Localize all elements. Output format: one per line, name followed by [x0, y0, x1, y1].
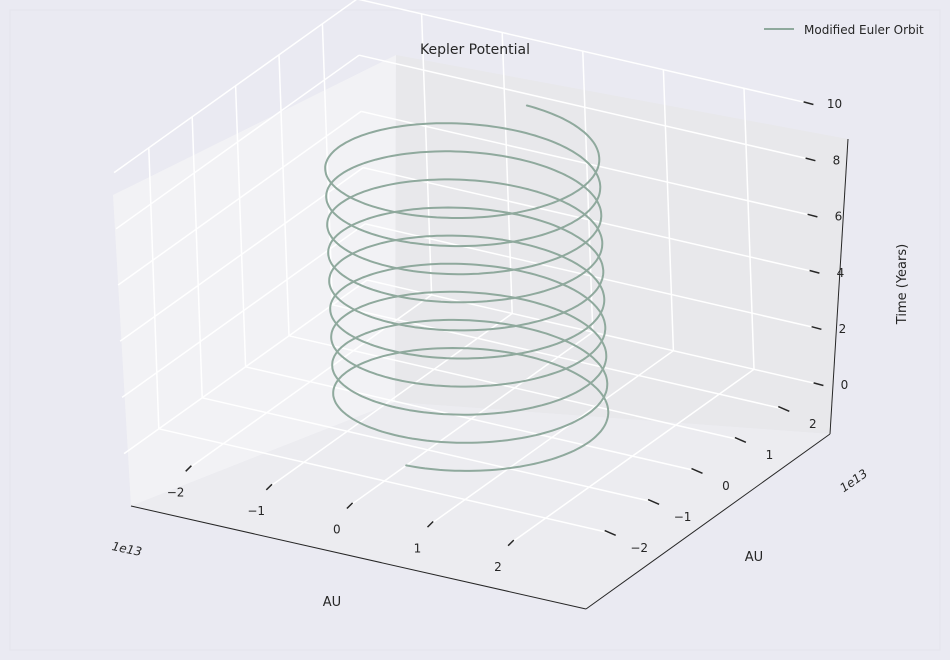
left-grid-z: [119, 166, 364, 342]
z-tick: [811, 325, 822, 331]
z-ticks: 0 2 4 6 8 10: [803, 97, 849, 392]
left-grid-z: [117, 110, 362, 286]
y-tick: [691, 467, 703, 474]
back-grid-z: [364, 223, 817, 329]
back-pane: [395, 55, 848, 434]
chart-title: Kepler Potential: [420, 42, 530, 58]
back-grid-z: [358, 54, 811, 161]
x-axis-label: AU: [323, 595, 341, 610]
y-tick-label: 0: [722, 479, 730, 493]
left-grid-z: [113, 0, 357, 174]
back-grid-z: [360, 110, 813, 217]
left-grid-z: [123, 279, 368, 455]
modified-euler-orbit-line: [324, 104, 610, 472]
y-axis-line: [585, 433, 831, 610]
z-tick-label: 8: [833, 153, 841, 167]
z-axis-label: Time (Years): [895, 244, 910, 325]
back-grid-x: [420, 13, 433, 295]
x-offset-label: 1e13: [111, 539, 144, 559]
y-tick-label: −1: [674, 510, 692, 524]
y-axis-label: AU: [745, 550, 763, 565]
left-grid-y: [278, 54, 290, 336]
z-axis-line: [829, 138, 849, 435]
left-grid-z: [115, 54, 360, 230]
y-tick: [778, 405, 790, 412]
floor-grid-y: [288, 335, 741, 441]
z-tick: [803, 101, 814, 106]
z-tick: [807, 213, 818, 218]
left-grid-y: [191, 116, 203, 398]
y-tick: [604, 529, 616, 536]
y-tick-label: 2: [809, 417, 817, 431]
left-grid-y: [321, 23, 334, 305]
y-ticks: −2 −1 0 1 2: [604, 405, 817, 555]
grid-lines: [113, 0, 819, 544]
left-grid-z: [121, 223, 366, 399]
x-tick: [426, 520, 434, 528]
z-tick: [813, 382, 824, 387]
x-tick: [507, 539, 515, 547]
back-grid-z: [366, 279, 819, 385]
back-grid-x: [582, 51, 594, 333]
floor-grid-y: [158, 428, 611, 534]
x-ticks: −2 −1 0 1 2: [167, 465, 515, 574]
back-grid-x: [501, 32, 513, 314]
floor-pane: [131, 402, 830, 609]
left-grid-y: [148, 147, 160, 429]
z-tick-label: 6: [835, 210, 843, 224]
back-grid-x: [743, 88, 755, 370]
z-tick-label: 4: [837, 266, 845, 280]
x-tick-label: 2: [494, 560, 502, 574]
legend-label-modified-euler: Modified Euler Orbit: [804, 23, 924, 37]
z-tick-label: 0: [841, 378, 849, 392]
y-tick: [647, 498, 660, 505]
back-grid-x: [662, 69, 675, 351]
x-tick: [265, 483, 273, 491]
z-tick: [805, 157, 816, 162]
legend: Modified Euler Orbit: [764, 23, 924, 37]
x-tick-label: 0: [333, 523, 341, 537]
x-tick: [185, 465, 192, 472]
floor-grid-y: [202, 397, 654, 503]
y-tick-label: 1: [766, 448, 774, 462]
x-tick-label: −1: [247, 504, 265, 518]
floor-grid-y: [245, 366, 698, 472]
back-grid-z: [362, 166, 815, 273]
z-tick-label: 2: [839, 322, 847, 336]
y-tick: [734, 436, 747, 443]
y-tick-label: −2: [630, 541, 648, 555]
x-tick-label: −2: [167, 486, 185, 500]
x-tick-label: 1: [414, 541, 422, 555]
left-grid-y: [234, 85, 247, 367]
z-tick: [809, 269, 820, 274]
z-tick-label: 10: [827, 97, 842, 111]
back-grid-z: [358, 0, 809, 104]
x-tick: [346, 502, 354, 510]
x-axis-line: [130, 505, 587, 610]
